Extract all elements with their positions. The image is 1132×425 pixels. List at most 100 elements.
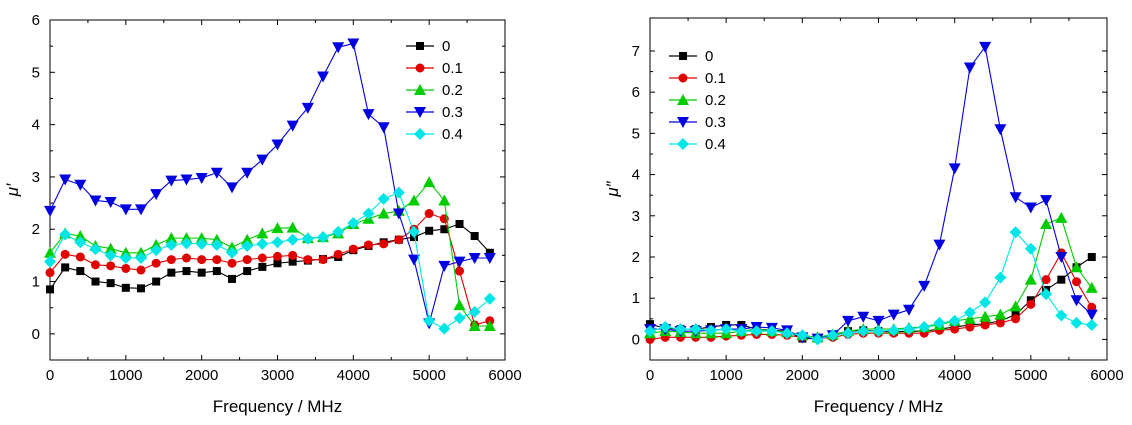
data-point xyxy=(347,38,360,50)
data-point xyxy=(483,292,496,305)
series-0.3 xyxy=(44,38,496,330)
data-point xyxy=(485,248,494,257)
legend-label: 0.2 xyxy=(442,82,463,99)
legend-marker xyxy=(415,63,425,73)
data-point xyxy=(408,225,420,238)
data-point xyxy=(735,325,748,338)
x-tick-label: 5000 xyxy=(412,367,445,384)
data-point xyxy=(150,244,163,257)
data-point xyxy=(362,109,375,121)
data-point xyxy=(256,154,269,166)
data-point xyxy=(242,255,252,265)
data-point xyxy=(364,240,373,250)
y-tick-label: 1 xyxy=(32,274,40,291)
data-point xyxy=(689,323,702,336)
data-point xyxy=(195,232,208,244)
data-point xyxy=(392,208,405,220)
data-point xyxy=(842,327,855,340)
data-point xyxy=(273,259,282,268)
data-point xyxy=(226,182,238,194)
data-point xyxy=(468,305,481,318)
data-point xyxy=(644,325,656,338)
data-point xyxy=(781,327,794,340)
data-point xyxy=(195,172,208,184)
legend: 0 0.1 0.2 0.3 0.4 xyxy=(669,48,726,153)
data-point xyxy=(423,314,436,327)
data-point xyxy=(271,222,284,234)
data-point xyxy=(212,255,222,265)
data-point xyxy=(44,205,56,217)
data-point xyxy=(317,231,329,244)
data-point xyxy=(887,324,900,337)
data-point xyxy=(1040,288,1053,301)
data-point xyxy=(1087,252,1096,261)
series-line xyxy=(49,181,490,327)
data-point xyxy=(243,267,252,276)
data-point xyxy=(258,262,267,271)
data-point xyxy=(91,260,100,270)
data-point xyxy=(1070,261,1083,273)
data-point xyxy=(241,233,254,245)
data-point xyxy=(210,167,223,179)
data-point xyxy=(979,41,992,53)
data-point xyxy=(137,284,145,293)
legend-label: 0 xyxy=(442,38,450,55)
series-0.4 xyxy=(644,226,1098,346)
data-point xyxy=(377,122,390,134)
data-point xyxy=(377,192,390,205)
data-point xyxy=(948,163,961,175)
data-point xyxy=(1041,275,1051,285)
data-point xyxy=(933,239,946,251)
legend-label: 0.1 xyxy=(705,70,726,87)
x-tick-label: 6000 xyxy=(1090,367,1123,384)
data-point xyxy=(483,320,496,331)
series-line xyxy=(650,45,1093,340)
data-point xyxy=(950,324,960,334)
data-point xyxy=(720,323,733,336)
data-point xyxy=(826,329,839,342)
data-point xyxy=(1057,275,1066,284)
data-point xyxy=(872,325,885,338)
data-point xyxy=(241,167,254,179)
data-point xyxy=(440,225,449,234)
data-point xyxy=(46,285,54,294)
data-point xyxy=(1085,318,1098,331)
data-point xyxy=(44,246,56,258)
x-tick-label: 0 xyxy=(46,367,54,384)
data-point xyxy=(857,325,870,338)
data-point xyxy=(1085,309,1098,321)
data-point xyxy=(104,249,117,262)
data-point xyxy=(121,283,130,292)
data-point xyxy=(468,253,481,264)
y-tick-label: 0 xyxy=(632,331,640,348)
series-line xyxy=(49,191,491,330)
data-point xyxy=(377,207,390,219)
data-point xyxy=(796,329,809,342)
data-point xyxy=(317,71,329,83)
data-point xyxy=(438,322,451,335)
data-point xyxy=(1026,299,1036,309)
data-point xyxy=(333,249,343,259)
y-tick-label: 4 xyxy=(632,167,640,184)
data-point xyxy=(811,333,824,346)
data-point xyxy=(256,237,269,250)
data-point xyxy=(271,139,284,151)
y-axis-label: μ″ xyxy=(603,180,622,197)
data-point xyxy=(842,315,855,327)
data-point xyxy=(1024,202,1037,214)
data-point xyxy=(210,238,223,251)
data-point xyxy=(44,255,56,268)
data-point xyxy=(303,255,313,265)
x-tick-label: 2000 xyxy=(786,367,819,384)
plot-frame xyxy=(49,19,506,361)
y-tick-label: 0 xyxy=(32,326,40,343)
y-tick-label: 4 xyxy=(32,117,40,134)
data-point xyxy=(1009,226,1022,239)
data-point xyxy=(1070,295,1083,307)
data-point xyxy=(1024,242,1037,255)
data-point xyxy=(60,249,70,259)
data-point xyxy=(197,255,207,265)
data-point xyxy=(902,304,915,316)
data-point xyxy=(151,258,161,268)
